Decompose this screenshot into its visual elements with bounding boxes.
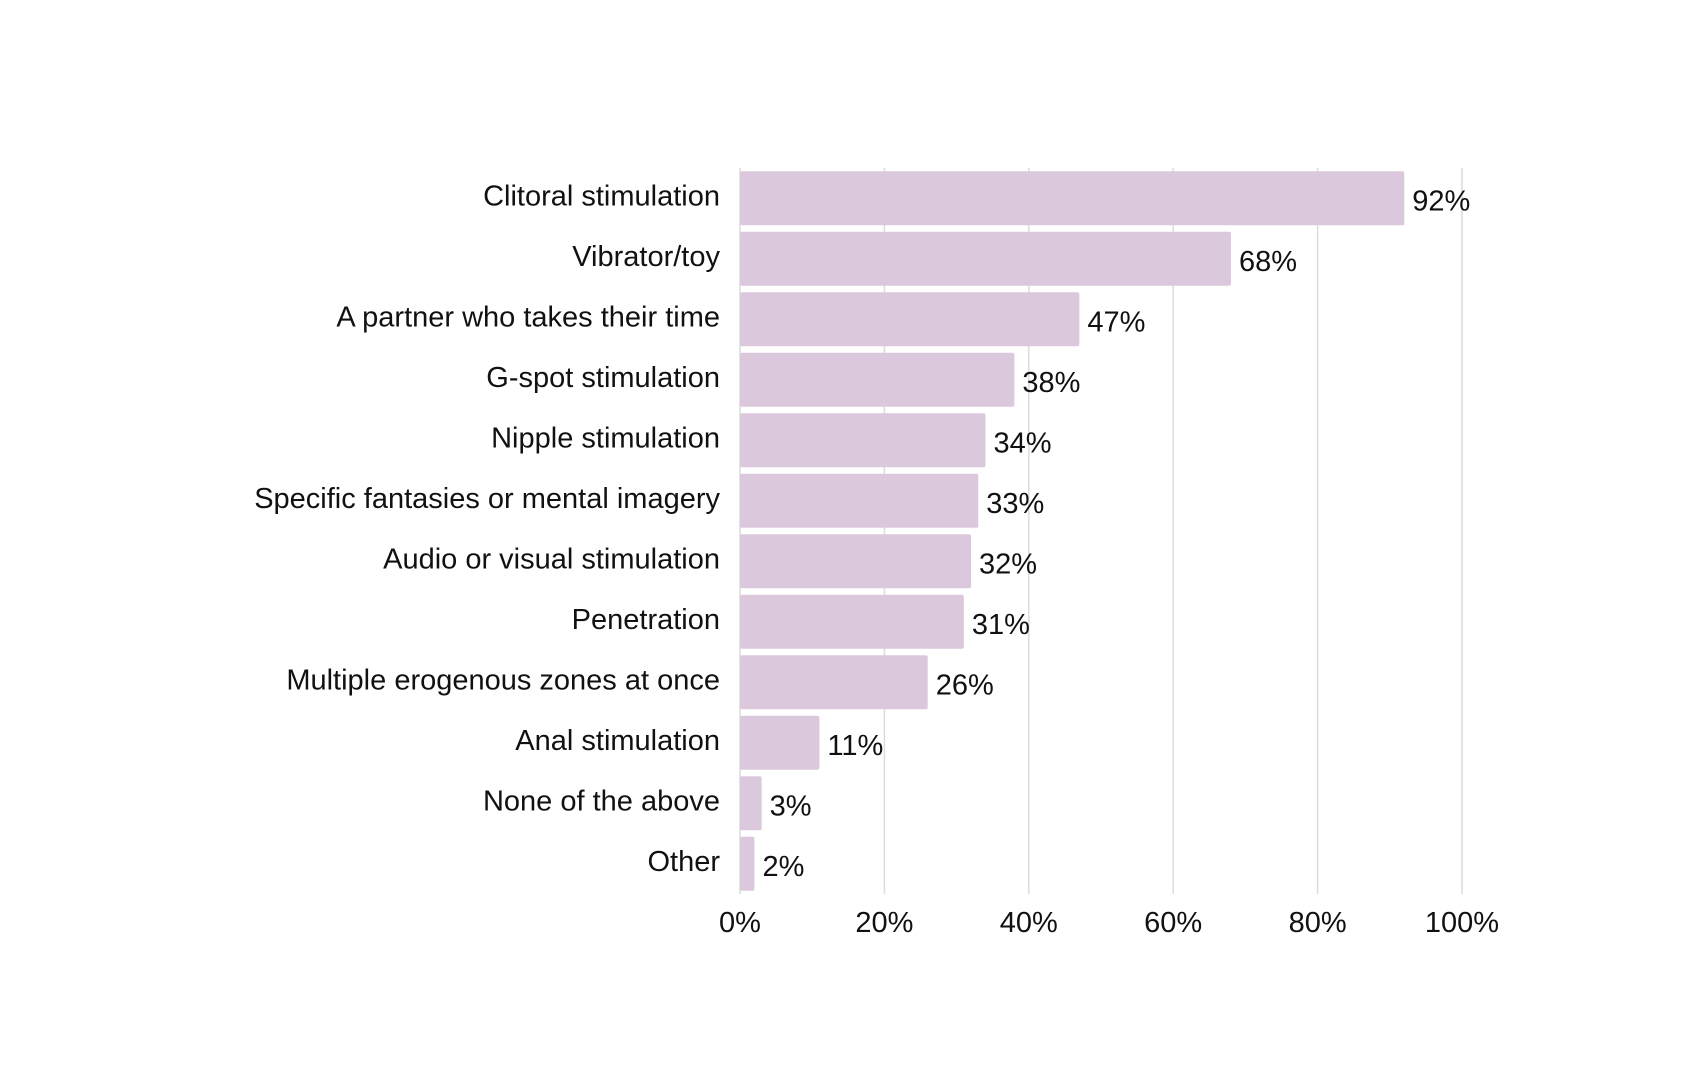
category-label: Anal stimulation [515, 725, 720, 757]
bars [740, 171, 1405, 891]
category-label: Multiple erogenous zones at once [286, 664, 720, 696]
x-tick-label: 0% [719, 907, 761, 939]
gridlines [739, 168, 1463, 894]
bar [740, 231, 1231, 286]
category-label: G-spot stimulation [486, 362, 720, 394]
bar [740, 715, 820, 770]
bar-value-label: 33% [986, 488, 1044, 520]
x-tick-label: 100% [1425, 907, 1499, 939]
bar-value-label: 31% [972, 609, 1030, 641]
category-label: Other [647, 846, 720, 878]
bar-value-label: 47% [1087, 306, 1145, 338]
bar [740, 473, 979, 528]
bar [740, 534, 972, 589]
category-label: Specific fantasies or mental imagery [254, 483, 720, 515]
bar-value-label: 68% [1239, 246, 1297, 278]
category-label: A partner who takes their time [336, 301, 720, 333]
bar [740, 655, 928, 710]
bar-value-label: 32% [979, 548, 1037, 580]
category-label: Clitoral stimulation [483, 180, 720, 212]
bar-value-label: 3% [770, 790, 812, 822]
bar [740, 352, 1015, 407]
category-label: Nipple stimulation [491, 422, 720, 454]
bar-value-label: 38% [1022, 367, 1080, 399]
category-label: None of the above [483, 785, 720, 817]
bar-value-label: 11% [827, 730, 883, 762]
x-tick-label: 60% [1144, 907, 1202, 939]
bar-value-label: 92% [1412, 185, 1470, 217]
category-label: Penetration [572, 604, 720, 636]
x-tick-label: 80% [1289, 907, 1347, 939]
category-labels: Clitoral stimulation Vibrator/toy A partne… [254, 180, 720, 878]
bar [740, 836, 755, 891]
category-label: Audio or visual stimulation [383, 543, 720, 575]
bar-value-label: 34% [993, 427, 1051, 459]
bar [740, 292, 1080, 347]
x-tick-label: 40% [1000, 907, 1058, 939]
bar [740, 594, 964, 649]
bar [740, 776, 762, 831]
x-tick-label: 20% [855, 907, 913, 939]
bar-value-label: 2% [762, 851, 804, 883]
bar [740, 171, 1405, 226]
bar [740, 413, 986, 468]
x-axis-tick-labels: 0% 20% 40% 60% 80% 100% [719, 907, 1499, 939]
value-labels: 92% 68% 47%38% 34% 33% 32% 31% 26% 11% 3% 2% [762, 185, 1470, 883]
category-label: Vibrator/toy [572, 241, 720, 273]
bar-value-label: 26% [936, 669, 994, 701]
